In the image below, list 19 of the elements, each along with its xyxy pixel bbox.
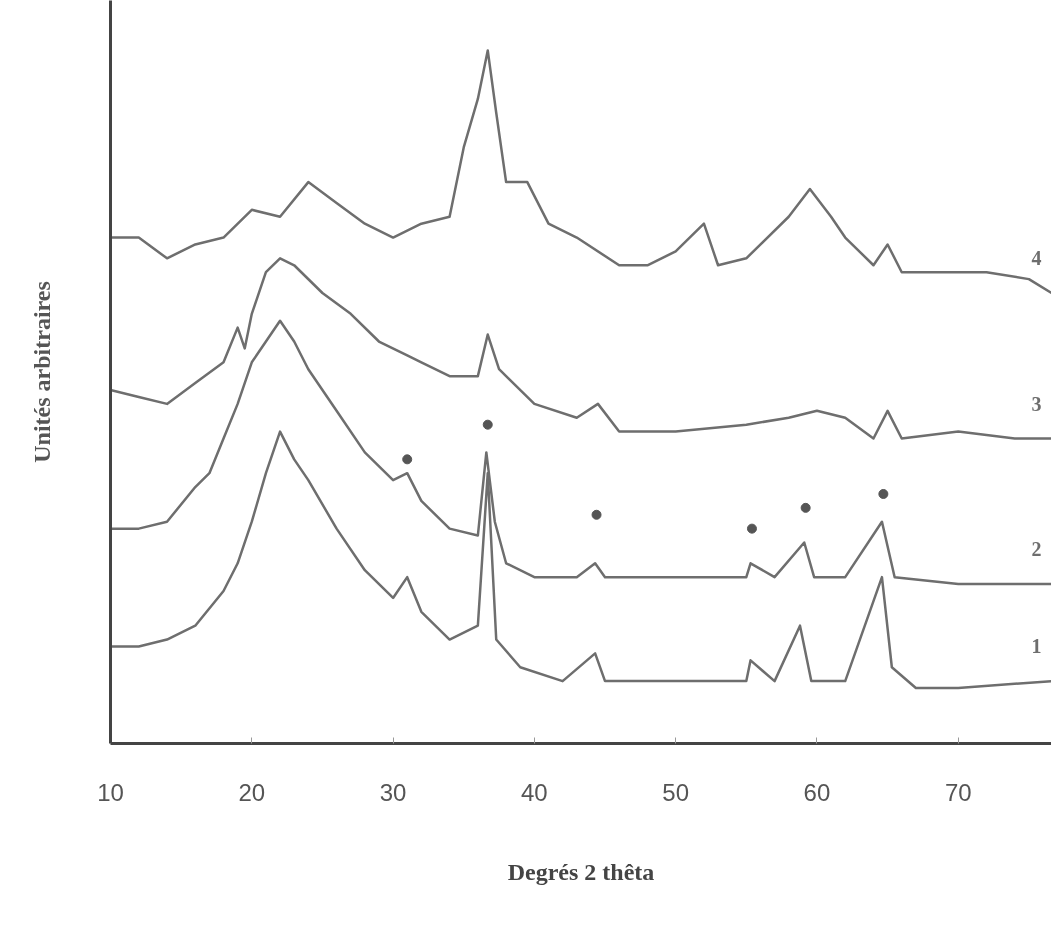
series-label: 4 — [1031, 246, 1042, 269]
x-tick-label: 10 — [97, 778, 124, 806]
x-tick-label: 30 — [379, 778, 407, 806]
series-label: 2 — [1031, 538, 1042, 561]
point — [878, 488, 889, 499]
x-tick-label: 20 — [238, 778, 266, 806]
x-tick-label: 70 — [944, 778, 972, 806]
point — [402, 454, 413, 465]
point — [746, 523, 757, 534]
point — [591, 509, 602, 520]
x-axis-title: Degrés 2 thêta — [507, 858, 655, 885]
x-tick-label: 50 — [662, 778, 690, 806]
x-tick-label: 40 — [521, 778, 548, 806]
y-axis-title: Unités arbitraires — [28, 281, 55, 463]
point — [800, 502, 811, 513]
series-label: 3 — [1031, 392, 1042, 415]
x-tick-label: 60 — [803, 778, 831, 806]
point — [482, 419, 493, 430]
series-label: 1 — [1031, 635, 1042, 658]
